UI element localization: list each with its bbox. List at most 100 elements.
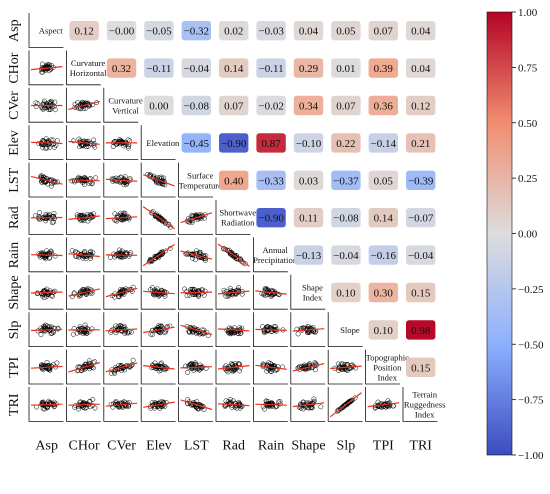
scatter-panel [104, 125, 138, 159]
diagonal-label: Shape [302, 283, 323, 293]
y-axis-label: CHor [7, 52, 22, 83]
correlation-value: −0.33 [258, 175, 284, 187]
correlation-value: 0.29 [299, 63, 319, 75]
correlation-cell: 0.98 [406, 320, 435, 339]
scatter-panel [216, 387, 250, 421]
scatter-point [55, 139, 59, 143]
diagonal-label: Shortwave [219, 208, 256, 218]
correlation-cell: −0.33 [256, 171, 285, 190]
scatter-panel [253, 350, 287, 384]
correlation-value: 0.10 [374, 325, 394, 337]
scatter-panel [141, 312, 175, 346]
diagonal-label: Slope [340, 325, 360, 335]
scatter-point [240, 292, 244, 296]
scatter-point [36, 329, 40, 333]
correlation-cell: 0.12 [69, 21, 98, 40]
scatter-panel [29, 50, 63, 84]
correlation-value: 0.05 [336, 26, 356, 38]
scatter-panel [291, 312, 325, 346]
correlation-cell: 0.15 [406, 358, 435, 377]
correlation-value: 0.15 [411, 362, 431, 374]
scatter-point [53, 254, 57, 258]
scatter-panel [29, 275, 63, 309]
x-axis-label: CVer [107, 438, 136, 453]
correlation-cell: −0.39 [406, 171, 435, 190]
diagonal-label: Aspect [39, 26, 63, 36]
correlation-value: 0.22 [336, 138, 355, 150]
correlation-value: 0.21 [411, 138, 430, 150]
x-axis-label: CHor [69, 438, 100, 453]
scatter-point [70, 249, 74, 253]
colorbar-tick-label: 0.00 [518, 229, 538, 241]
correlation-cell: 0.04 [406, 58, 435, 77]
scatter-panel [216, 350, 250, 384]
scatter-point [108, 255, 112, 259]
diagonal-label: Temperature [179, 180, 222, 190]
correlation-cell: 0.32 [107, 58, 136, 77]
correlation-cell: −0.90 [256, 208, 285, 227]
correlation-cell: 0.15 [406, 283, 435, 302]
correlation-cell: −0.04 [182, 58, 211, 77]
correlation-value: −0.03 [258, 26, 284, 38]
trend-line [143, 207, 174, 229]
trend-line [31, 255, 62, 256]
scatter-panel [104, 350, 138, 384]
scatter-panel [141, 387, 175, 421]
scatter-panel [29, 88, 63, 122]
correlation-cell: −0.14 [369, 133, 398, 152]
correlation-value: 0.03 [299, 175, 319, 187]
colorbar-tick-label: 0.50 [518, 118, 538, 130]
scatter-panel [179, 387, 213, 421]
scatter-panel [29, 350, 63, 384]
scatter-panel [216, 312, 250, 346]
correlation-value: −0.10 [296, 138, 322, 150]
correlation-cell: 0.04 [294, 21, 323, 40]
correlation-cell: 0.10 [369, 320, 398, 339]
correlation-cell: 0.29 [294, 58, 323, 77]
scatter-panel [66, 200, 100, 234]
scatter-panel [328, 387, 362, 421]
scatter-panel [179, 200, 213, 234]
scatter-point [185, 294, 189, 298]
correlation-cell: −0.16 [369, 245, 398, 264]
x-axis-label: Elev [146, 438, 172, 453]
trend-line [218, 244, 249, 266]
scatter-point [131, 358, 135, 362]
scatter-panel [29, 387, 63, 421]
diagonal-label: Surface [187, 170, 213, 180]
colorbar-tick-label: 1.00 [518, 7, 538, 19]
correlation-cell: −0.13 [294, 245, 323, 264]
scatter-panel [253, 312, 287, 346]
correlation-value: −0.04 [408, 250, 434, 262]
correlation-value: 0.07 [224, 101, 244, 113]
correlation-cell: −0.08 [331, 208, 360, 227]
diagonal-label: Index [415, 410, 435, 420]
correlation-value: 0.12 [74, 26, 93, 38]
correlation-cell: 0.39 [369, 58, 398, 77]
correlation-cell: 0.05 [331, 21, 360, 40]
scatter-panel [141, 350, 175, 384]
y-axis-label: Slp [7, 321, 22, 340]
correlation-cell: −0.32 [182, 21, 211, 40]
scatter-panel [253, 275, 287, 309]
correlation-value: 0.07 [336, 101, 356, 113]
x-axis-label: LST [184, 438, 209, 453]
y-axis-label: Elev [7, 130, 22, 156]
scatter-panel [29, 200, 63, 234]
correlation-cell: −0.90 [219, 133, 248, 152]
scatter-panel [66, 275, 100, 309]
y-axis-label: CVer [7, 91, 22, 120]
colorbar-tick-label: −0.25 [518, 284, 544, 296]
correlation-cell: −0.08 [182, 96, 211, 115]
diagonal-label: Curvature [71, 58, 106, 68]
correlation-cell: 0.05 [369, 171, 398, 190]
scatter-panel [179, 312, 213, 346]
correlation-value: −0.05 [146, 26, 172, 38]
correlation-cell: 0.07 [369, 21, 398, 40]
correlation-cell: −0.04 [406, 245, 435, 264]
scatter-panel [141, 237, 175, 271]
